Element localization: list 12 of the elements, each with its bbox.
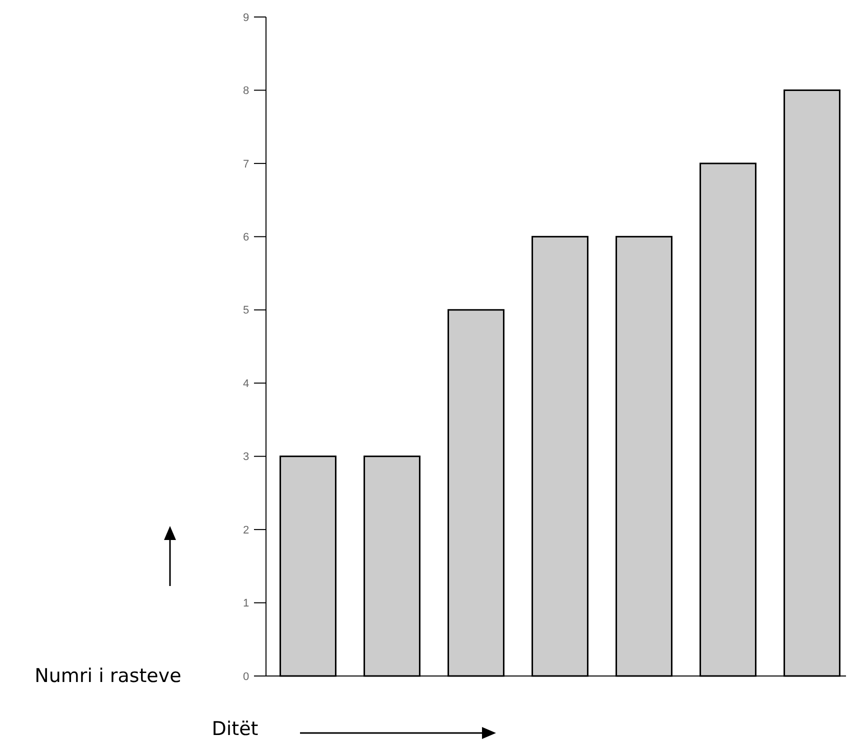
y-tick-label: 9 — [242, 12, 250, 24]
y-tick-label: 0 — [242, 670, 250, 683]
y-tick-label: 4 — [242, 378, 250, 390]
y-tick-label: 6 — [242, 232, 250, 244]
y-tick-label: 3 — [242, 451, 250, 464]
y-tick-label: 2 — [242, 524, 250, 536]
y-tick-label: 1 — [242, 598, 250, 610]
y-tick-label: 7 — [242, 158, 250, 170]
y-tick-label: 5 — [242, 304, 250, 317]
y-tick-label: 8 — [242, 85, 250, 98]
y-axis-title: Numri i rasteve — [34, 665, 182, 687]
x-axis-title: Ditët — [212, 718, 258, 740]
